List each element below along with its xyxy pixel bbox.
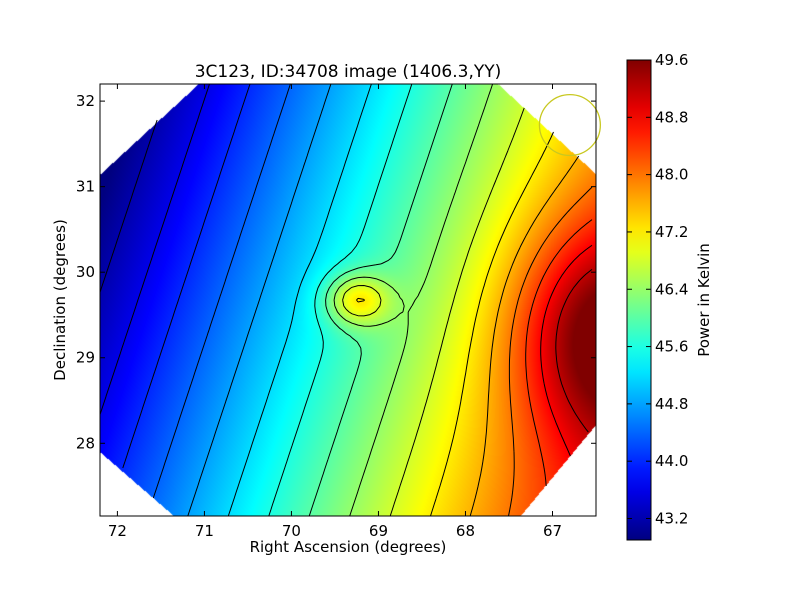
y-tick-label: 31 bbox=[76, 178, 95, 196]
plot-area bbox=[99, 83, 602, 517]
colorbar-tick-label: 44.0 bbox=[655, 452, 688, 470]
plot-frame bbox=[99, 83, 597, 517]
colorbar-tick-label: 48.0 bbox=[655, 166, 688, 184]
contour-line-7 bbox=[308, 83, 453, 517]
contour-line-11 bbox=[469, 155, 580, 517]
contour-line-12 bbox=[508, 186, 593, 517]
contour-line-15 bbox=[555, 269, 593, 433]
contour-line-6 bbox=[268, 83, 413, 517]
contour-line-3 bbox=[152, 83, 291, 499]
contour-line-10 bbox=[356, 131, 554, 517]
contour-line-2 bbox=[122, 83, 251, 469]
colorbar-frame bbox=[626, 59, 652, 541]
x-tick-label: 67 bbox=[543, 522, 562, 540]
x-tick-label: 68 bbox=[456, 522, 475, 540]
colorbar-tick-label: 49.6 bbox=[655, 51, 688, 69]
heatmap bbox=[100, 84, 596, 516]
colorbar-tick-label: 48.8 bbox=[655, 108, 688, 126]
beam-circle bbox=[538, 93, 602, 157]
colorbar-ticks: 43.2 44.0 44.8 45.6 46.4 47.2 48.0 48.8 49.6 bbox=[627, 51, 688, 528]
colorbar-tick-label: 46.4 bbox=[655, 280, 688, 298]
colorbar-tick-label: 47.2 bbox=[655, 223, 688, 241]
x-tick-label: 70 bbox=[282, 522, 301, 540]
chart-title: 3C123, ID:34708 image (1406.3,YY) bbox=[195, 62, 502, 82]
x-axis: 72 71 70 69 68 67 bbox=[108, 84, 562, 540]
colorbar-tick-label: 45.6 bbox=[655, 338, 688, 356]
y-axis-label: Declination (degrees) bbox=[51, 219, 69, 381]
y-tick-label: 32 bbox=[76, 92, 95, 110]
colorbar-gradient bbox=[627, 60, 651, 540]
y-tick-label: 28 bbox=[76, 434, 95, 452]
contour-line-8 bbox=[333, 83, 494, 517]
x-tick-label: 72 bbox=[108, 522, 127, 540]
colorbar-tick-label: 43.2 bbox=[655, 510, 688, 528]
contour-lines bbox=[99, 83, 593, 517]
x-tick-label: 71 bbox=[195, 522, 214, 540]
y-axis: 28 29 30 31 32 bbox=[76, 92, 596, 452]
contour-line-14 bbox=[540, 244, 593, 457]
colorbar-label: Power in Kelvin bbox=[695, 243, 713, 357]
contour-line-4 bbox=[187, 83, 332, 517]
contour-line-9 bbox=[342, 107, 525, 517]
y-tick-label: 30 bbox=[76, 263, 95, 281]
contour-line-1 bbox=[99, 83, 210, 415]
contour-line-0 bbox=[99, 119, 158, 293]
contour-line-13 bbox=[525, 219, 593, 487]
x-tick-label: 69 bbox=[369, 522, 388, 540]
x-axis-label: Right Ascension (degrees) bbox=[250, 538, 447, 556]
colorbar: 43.2 44.0 44.8 45.6 46.4 47.2 48.0 48.8 49.6 Pow… bbox=[626, 51, 713, 541]
contour-line-5 bbox=[227, 83, 372, 517]
colorbar-tick-label: 44.8 bbox=[655, 395, 688, 413]
y-tick-label: 29 bbox=[76, 349, 95, 367]
